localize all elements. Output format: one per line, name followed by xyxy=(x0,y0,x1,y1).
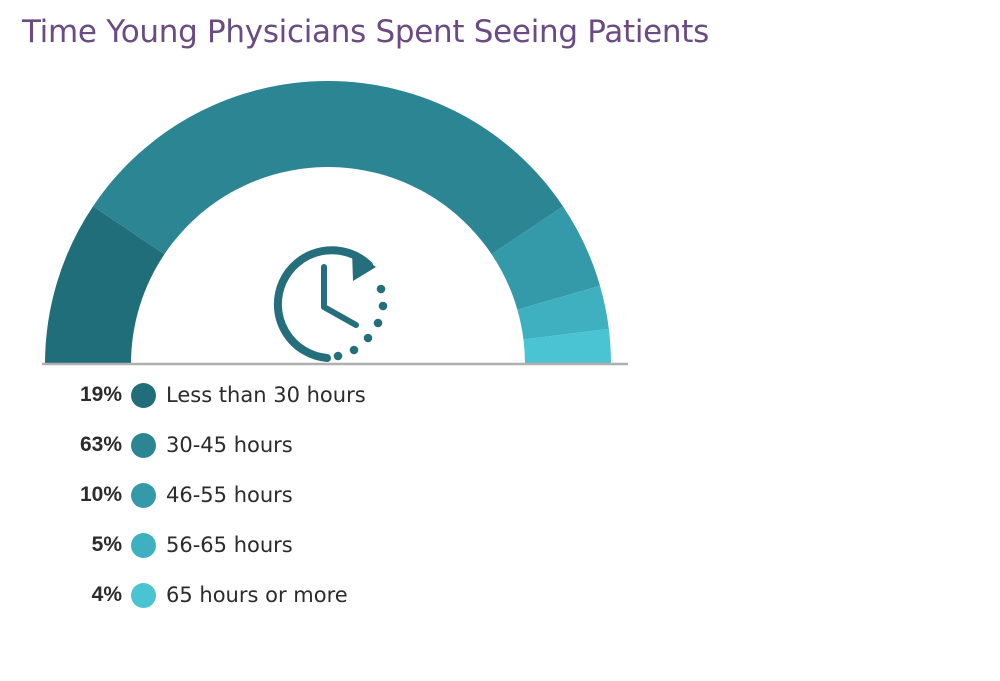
legend-swatch xyxy=(131,583,156,608)
legend-item: 19% Less than 30 hours xyxy=(40,375,460,425)
legend-label: Less than 30 hours xyxy=(166,383,366,407)
legend-value: 19% xyxy=(79,383,122,406)
legend-swatch xyxy=(131,533,156,558)
legend-item: 10% 46-55 hours xyxy=(40,475,460,525)
legend-value: 4% xyxy=(91,583,122,606)
gauge-slice-2 xyxy=(93,80,563,255)
legend-label: 56-65 hours xyxy=(166,533,293,557)
legend-value: 63% xyxy=(79,433,122,456)
legend-swatch xyxy=(131,483,156,508)
gauge-slice-5 xyxy=(523,328,611,364)
gauge-slice-4 xyxy=(517,285,609,340)
legend-item: 5% 56-65 hours xyxy=(40,525,460,575)
gauge-slice-3 xyxy=(491,206,600,310)
legend-value: 5% xyxy=(91,533,122,556)
clock-with-arrow-icon xyxy=(273,246,388,362)
legend-item: 63% 30-45 hours xyxy=(40,425,460,475)
legend-label: 30-45 hours xyxy=(166,433,293,457)
legend-label: 46-55 hours xyxy=(166,483,293,507)
gauge-chart xyxy=(42,80,628,366)
gauge-slice-1 xyxy=(45,206,165,364)
legend-swatch xyxy=(131,433,156,458)
legend-label: 65 hours or more xyxy=(166,583,348,607)
legend-swatch xyxy=(131,383,156,408)
legend-value: 10% xyxy=(79,483,122,506)
gauge-slices xyxy=(45,80,611,364)
legend: 19% Less than 30 hours 63% 30-45 hours 1… xyxy=(40,375,460,625)
chart-title: Time Young Physicians Spent Seeing Patie… xyxy=(22,14,709,50)
legend-item: 4% 65 hours or more xyxy=(40,575,460,625)
